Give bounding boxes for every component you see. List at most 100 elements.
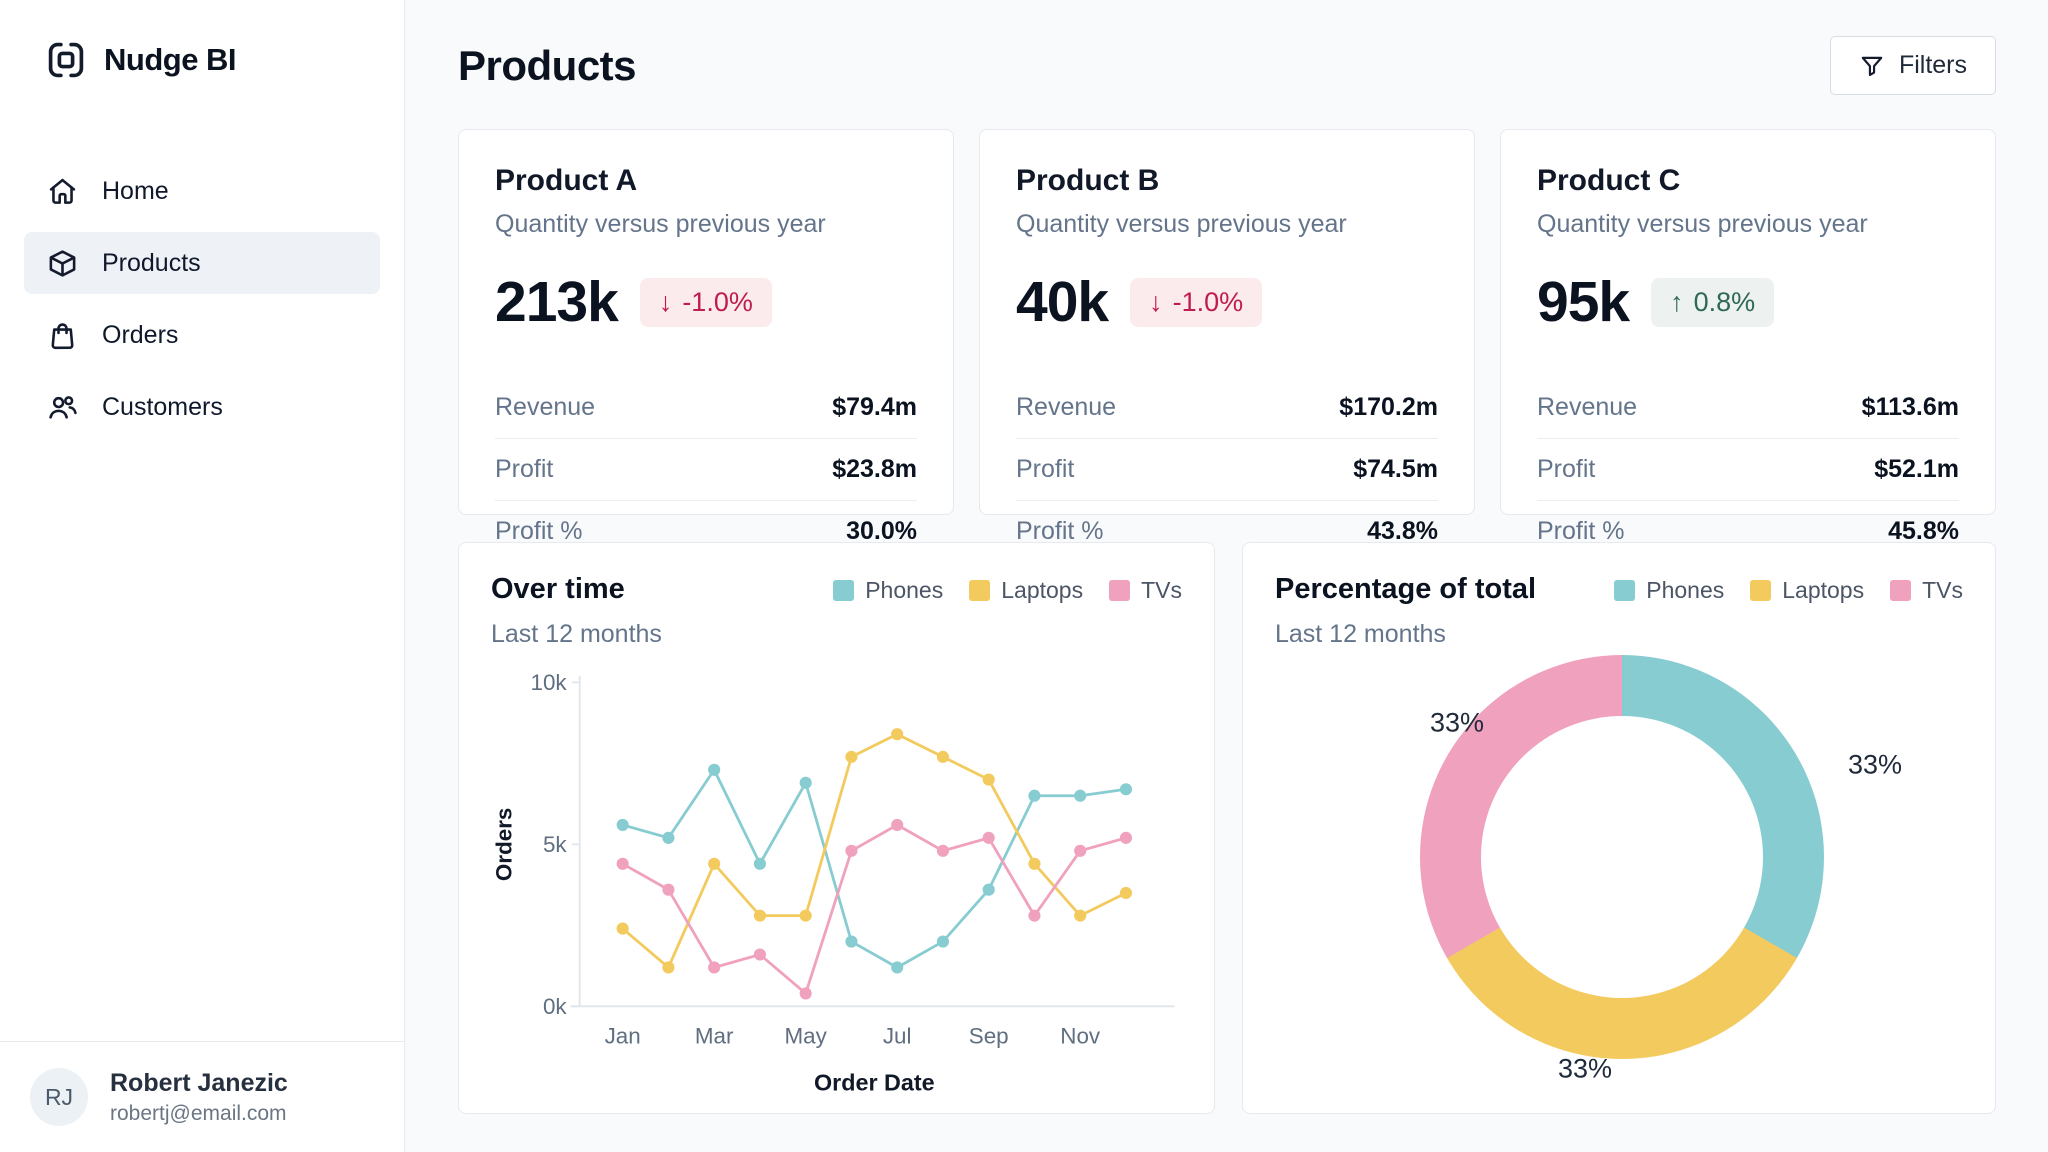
trend-badge: ↓ -1.0%	[639, 277, 772, 327]
metric-value: 30.0%	[846, 517, 917, 545]
sidebar-item-customers[interactable]: Customers	[24, 376, 380, 438]
sidebar-item-label: Orders	[102, 320, 179, 349]
trend-delta: -1.0%	[682, 286, 753, 317]
filter-icon	[1861, 56, 1883, 76]
stat-card-title: Product A	[495, 164, 638, 197]
svg-text:Jan: Jan	[605, 1024, 641, 1049]
chart-subtitle: Last 12 months	[1274, 620, 1446, 648]
stat-card-subtitle: Quantity versus previous year	[495, 210, 826, 238]
metric-row: Revenue $113.6m	[1537, 377, 1959, 439]
stat-cards-row: Product A Quantity versus previous year …	[458, 129, 1996, 545]
donut-chart-legend: Phones Laptops TVs	[1614, 577, 1963, 604]
legend-item-tvs: TVs	[1109, 577, 1182, 604]
legend-swatch-laptops	[1750, 580, 1772, 601]
charts-row: Over time Last 12 months Phones Laptops	[458, 542, 1996, 1114]
metric-label: Revenue	[1016, 393, 1117, 421]
trend-badge: ↓ -1.0%	[1130, 277, 1263, 327]
avatar: RJ	[30, 1068, 88, 1126]
metric-row: Profit $23.8m	[495, 439, 917, 501]
legend-swatch-phones	[1614, 580, 1636, 601]
shopping-bag-icon	[46, 319, 78, 351]
svg-text:5k: 5k	[543, 832, 567, 857]
metric-row: Profit % 30.0%	[495, 501, 917, 562]
donut-hole	[1480, 716, 1763, 998]
svg-text:Order Date: Order Date	[814, 1069, 935, 1095]
metric-value: $52.1m	[1874, 455, 1959, 483]
users-icon	[46, 391, 78, 423]
trend-delta: -1.0%	[1172, 286, 1244, 317]
legend-item-tvs: TVs	[1890, 577, 1963, 604]
profile-info: Robert Janezic robertj@email.com	[110, 1069, 288, 1126]
trend-arrow-icon: ↓	[658, 286, 673, 317]
trend-arrow-icon: ↓	[1149, 286, 1163, 317]
cube-icon	[46, 247, 78, 279]
sidebar-item-home[interactable]: Home	[24, 160, 380, 222]
metric-value: 45.8%	[1888, 517, 1959, 545]
brand-logo-icon	[44, 38, 88, 82]
metric-label: Profit %	[1537, 517, 1625, 545]
donut-chart-header: Percentage of total Last 12 months Phone…	[1275, 573, 1963, 649]
trend-delta: 0.8%	[1693, 286, 1756, 317]
legend-item-phones: Phones	[1614, 577, 1724, 604]
donut-segment-label-laptops: 33%	[1557, 1053, 1613, 1084]
sidebar-item-products[interactable]: Products	[24, 232, 380, 294]
stat-card-title: Product C	[1537, 164, 1681, 197]
sidebar-item-label: Home	[102, 176, 169, 205]
sidebar-item-orders[interactable]: Orders	[24, 304, 380, 366]
brand-name: Nudge BI	[104, 42, 237, 77]
home-icon	[46, 175, 78, 207]
page-header: Products Filters	[458, 36, 1996, 95]
stat-value-row: 213k ↓ -1.0%	[495, 269, 917, 335]
donut-chart: 33% 33% 33%	[1275, 649, 1963, 1101]
metric-label: Profit %	[1016, 517, 1104, 545]
stat-card-subtitle: Quantity versus previous year	[1537, 210, 1868, 238]
user-profile[interactable]: RJ Robert Janezic robertj@email.com	[0, 1041, 404, 1152]
stat-value: 213k	[495, 270, 619, 334]
metric-value: $113.6m	[1861, 393, 1959, 421]
donut-chart-card: Percentage of total Last 12 months Phone…	[1241, 542, 1996, 1114]
line-chart: 0k 5k 10k Jan Mar May Jul Sep Nov Orders Order Dat…	[491, 659, 1182, 1100]
metric-row: Profit $74.5m	[1016, 439, 1438, 501]
stat-card-subtitle: Quantity versus previous year	[1016, 210, 1347, 238]
filters-button[interactable]: Filters	[1829, 36, 1996, 95]
metric-label: Profit %	[495, 517, 583, 545]
donut-segment-label-phones: 33%	[1847, 749, 1903, 780]
svg-text:Mar: Mar	[695, 1024, 734, 1049]
metric-label: Revenue	[495, 393, 596, 421]
svg-text:Sep: Sep	[969, 1024, 1009, 1049]
line-chart-legend: Phones Laptops TVs	[833, 577, 1182, 604]
donut-segment-label-tvs: 33%	[1429, 707, 1485, 738]
metric-value: $79.4m	[832, 393, 917, 421]
stat-value: 95k	[1537, 270, 1630, 334]
stat-value-row: 40k ↓ -1.0%	[1016, 269, 1438, 335]
stat-card-product-a: Product A Quantity versus previous year …	[458, 129, 954, 545]
trend-arrow-icon: ↑	[1670, 286, 1684, 317]
svg-text:Jul: Jul	[883, 1024, 912, 1049]
legend-swatch-tvs	[1109, 580, 1131, 601]
chart-subtitle: Last 12 months	[491, 620, 662, 648]
stat-card-product-c: Product C Quantity versus previous year …	[1500, 129, 1996, 545]
metric-value: $170.2m	[1339, 393, 1438, 421]
filters-button-label: Filters	[1898, 51, 1967, 79]
profile-name: Robert Janezic	[110, 1068, 288, 1097]
sidebar: Nudge BI Home	[0, 0, 405, 1152]
legend-swatch-laptops	[969, 580, 991, 601]
brand: Nudge BI	[0, 0, 404, 92]
stat-card-product-b: Product B Quantity versus previous year …	[979, 129, 1475, 545]
metric-value: 43.8%	[1367, 517, 1438, 545]
svg-text:May: May	[785, 1024, 828, 1049]
donut-ring	[1419, 655, 1824, 1059]
legend-item-laptops: Laptops	[969, 577, 1083, 604]
page-title: Products	[458, 41, 637, 89]
metric-label: Revenue	[1537, 393, 1638, 421]
main-content: Products Filters Product A Quantity vers…	[405, 0, 2048, 1152]
stat-value-row: 95k ↑ 0.8%	[1537, 269, 1959, 335]
chart-title: Percentage of total	[1274, 573, 1537, 605]
profile-email: robertj@email.com	[110, 1101, 287, 1125]
metric-label: Profit	[1537, 455, 1596, 483]
svg-text:0k: 0k	[543, 994, 567, 1019]
sidebar-item-label: Customers	[102, 392, 223, 421]
metrics-table: Revenue $79.4m Profit $23.8m Profit % 30…	[495, 377, 917, 562]
metric-row: Revenue $79.4m	[495, 377, 917, 439]
metric-value: $23.8m	[832, 455, 917, 483]
